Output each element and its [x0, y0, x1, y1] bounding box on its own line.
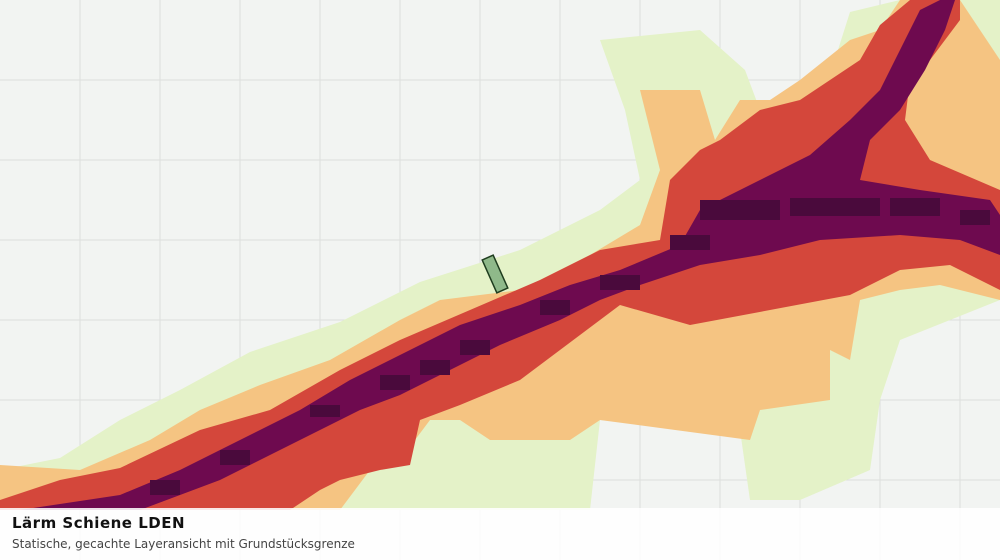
layer-title: Lärm Schiene LDEN: [12, 514, 186, 532]
noise-zone-very-high: [20, 0, 1000, 510]
noise-zone-extreme: [150, 198, 990, 495]
parcel-boundary[interactable]: [481, 254, 509, 294]
noise-zone-high: [0, 0, 1000, 510]
layer-subtitle: Statische, gecachte Layeransicht mit Gru…: [12, 537, 355, 551]
info-panel: Lärm Schiene LDEN Statische, gecachte La…: [0, 508, 1000, 560]
